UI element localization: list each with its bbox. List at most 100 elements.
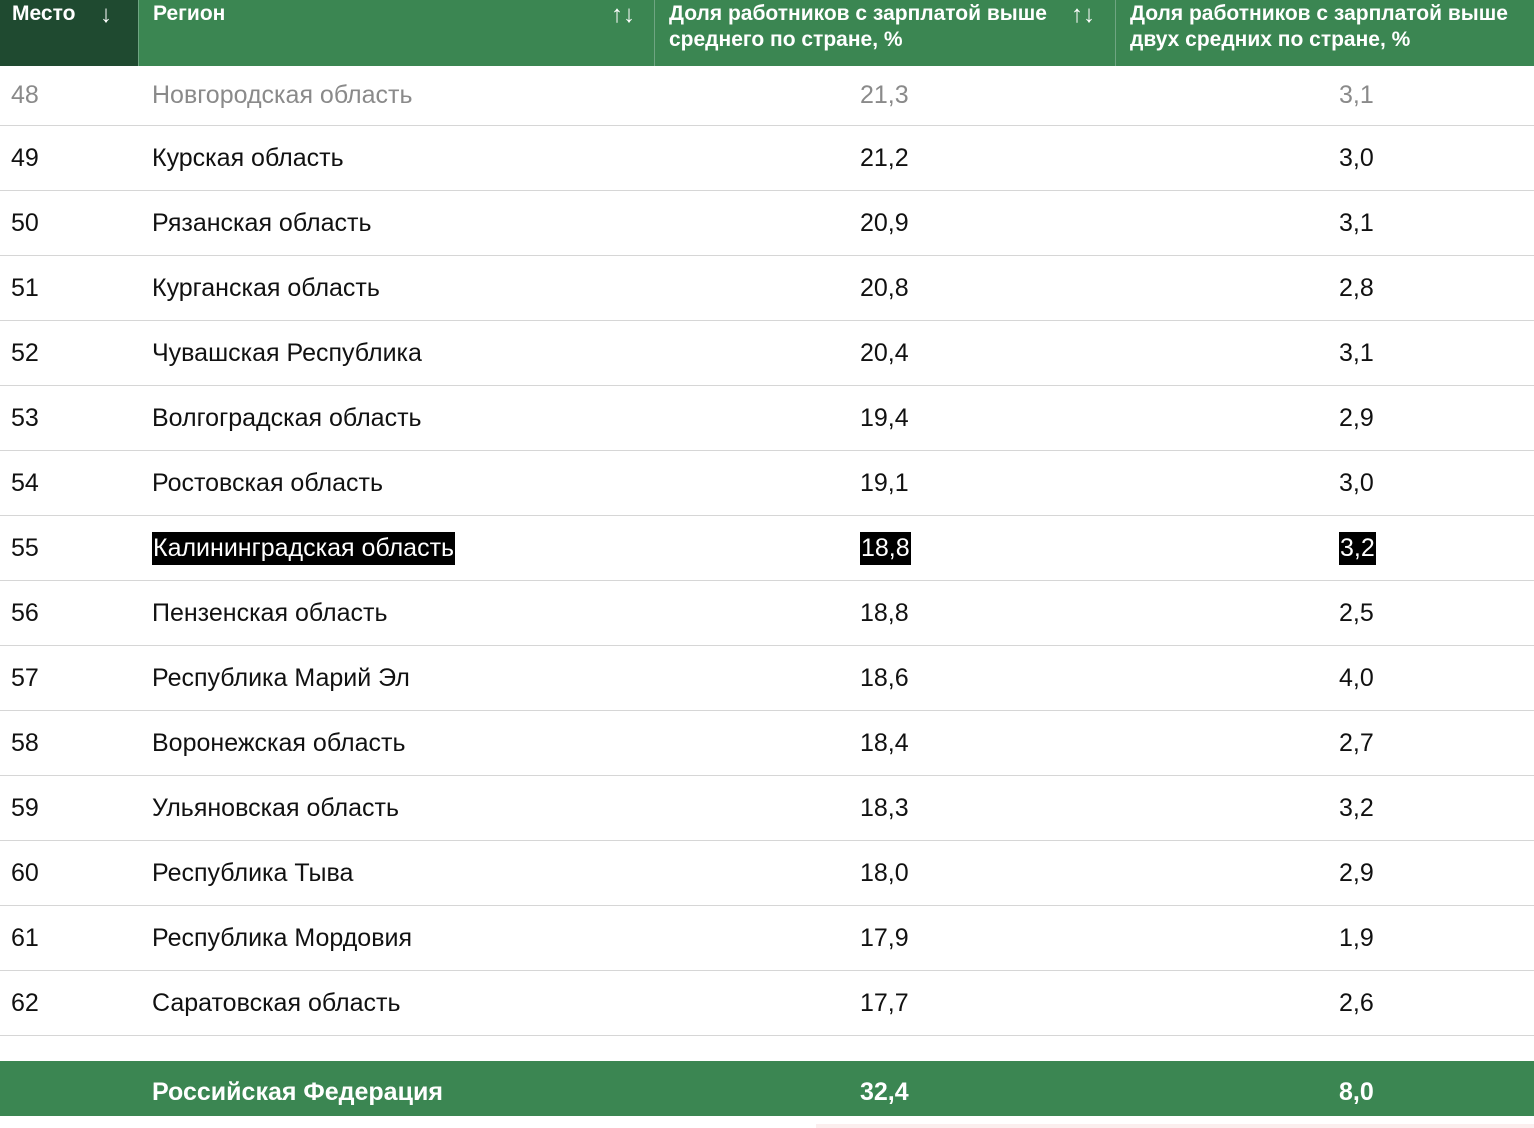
above-avg-cell: 18,8 xyxy=(860,581,909,645)
region-cell-text: Воронежская область xyxy=(152,728,406,757)
region-cell: Воронежская область xyxy=(152,711,405,775)
rank-cell: 52 xyxy=(11,321,39,385)
above-avg-cell-text: 20,9 xyxy=(860,208,909,237)
table-header: Место ↓ Регион ↑↓ Доля работников с зарп… xyxy=(0,0,1534,66)
region-cell: Курганская область xyxy=(152,256,380,320)
region-cell-text: Новгородская область xyxy=(152,81,413,109)
above-double-cell: 1,9 xyxy=(1339,906,1374,970)
region-cell: Калининградская область xyxy=(152,516,456,580)
rank-cell: 54 xyxy=(11,451,39,515)
above-double-cell: 3,0 xyxy=(1339,126,1374,190)
region-cell: Рязанская область xyxy=(152,191,372,255)
rank-cell: 50 xyxy=(11,191,39,255)
table-row: 56 Пензенская область 18,8 2,5 xyxy=(0,581,1534,646)
rank-cell-text: 57 xyxy=(11,663,39,692)
above-double-column-header[interactable]: Доля работников с зарплатой выше двух ср… xyxy=(1115,0,1534,66)
region-cell-text: Республика Тыва xyxy=(152,858,354,887)
rank-cell: 58 xyxy=(11,711,39,775)
above-double-cell: 3,1 xyxy=(1339,191,1374,255)
total-region: Российская Федерация xyxy=(152,1077,443,1106)
region-cell-text: Курская область xyxy=(152,143,344,172)
above-double-cell-text: 2,9 xyxy=(1339,403,1374,432)
table-row: 62 Саратовская область 17,7 2,6 xyxy=(0,971,1534,1036)
rank-cell: 56 xyxy=(11,581,39,645)
above-double-cell-text: 2,5 xyxy=(1339,598,1374,627)
rank-cell-text: 53 xyxy=(11,403,39,432)
rank-header-label: Место xyxy=(12,2,76,25)
rank-cell: 57 xyxy=(11,646,39,710)
rank-cell-text: 55 xyxy=(11,533,39,562)
above-double-cell-text: 4,0 xyxy=(1339,663,1374,692)
table-row: 59 Ульяновская область 18,3 3,2 xyxy=(0,776,1534,841)
region-header-label: Регион xyxy=(153,2,226,25)
table-row: 57 Республика Марий Эл 18,6 4,0 xyxy=(0,646,1534,711)
above-avg-cell-text: 17,7 xyxy=(860,988,909,1017)
region-cell-text: Чувашская Республика xyxy=(152,338,422,367)
region-cell: Ульяновская область xyxy=(152,776,399,840)
table-row: 49 Курская область 21,2 3,0 xyxy=(0,126,1534,191)
above-avg-cell: 18,4 xyxy=(860,711,909,775)
rank-cell: 62 xyxy=(11,971,39,1035)
above-avg-cell-text: 19,4 xyxy=(860,403,909,432)
above-avg-cell: 17,7 xyxy=(860,971,909,1035)
above-double-cell-text: 2,6 xyxy=(1339,988,1374,1017)
region-cell-text: Саратовская область xyxy=(152,988,401,1017)
region-cell: Республика Мордовия xyxy=(152,906,412,970)
total-above-avg: 32,4 xyxy=(860,1077,909,1106)
above-double-cell-text: 3,0 xyxy=(1339,143,1374,172)
sort-descending-icon[interactable]: ↓ xyxy=(100,1,112,28)
region-cell-text: Республика Марий Эл xyxy=(152,663,410,692)
sort-toggle-icon[interactable]: ↑↓ xyxy=(1071,1,1095,28)
region-column-header[interactable]: Регион ↑↓ xyxy=(138,0,654,66)
region-cell: Волгоградская область xyxy=(152,386,422,450)
above-avg-column-header[interactable]: Доля работников с зарплатой выше среднег… xyxy=(654,0,1115,66)
above-double-cell: 3,2 xyxy=(1339,776,1374,840)
above-avg-cell: 20,4 xyxy=(860,321,909,385)
rank-cell-text: 49 xyxy=(11,143,39,172)
rank-cell-text: 51 xyxy=(11,273,39,302)
above-avg-cell-text: 18,3 xyxy=(860,793,909,822)
total-above-double: 8,0 xyxy=(1339,1077,1374,1106)
above-avg-cell-text: 19,1 xyxy=(860,468,909,497)
above-avg-cell: 20,8 xyxy=(860,256,909,320)
above-avg-cell: 18,8 xyxy=(860,516,911,580)
above-double-cell: 3,2 xyxy=(1339,516,1376,580)
above-avg-cell: 17,9 xyxy=(860,906,909,970)
above-avg-cell-text: 20,8 xyxy=(860,273,909,302)
rank-cell-text: 56 xyxy=(11,598,39,627)
region-cell: Саратовская область xyxy=(152,971,401,1035)
region-cell-text: Рязанская область xyxy=(152,208,372,237)
region-cell-text: Волгоградская область xyxy=(152,403,422,432)
table-row: 61 Республика Мордовия 17,9 1,9 xyxy=(0,906,1534,971)
above-avg-header-label: Доля работников с зарплатой выше среднег… xyxy=(669,2,1047,51)
rank-cell-text: 62 xyxy=(11,988,39,1017)
table-row: 58 Воронежская область 18,4 2,7 xyxy=(0,711,1534,776)
table-row: 54 Ростовская область 19,1 3,0 xyxy=(0,451,1534,516)
above-avg-cell-text: 18,6 xyxy=(860,663,909,692)
above-avg-cell: 20,9 xyxy=(860,191,909,255)
rank-column-header[interactable]: Место ↓ xyxy=(0,0,138,66)
table-row: 48 Новгородская область 21,3 3,1 xyxy=(0,66,1534,126)
rank-cell: 51 xyxy=(11,256,39,320)
rank-cell: 55 xyxy=(11,516,39,580)
above-double-cell: 2,6 xyxy=(1339,971,1374,1035)
rank-cell: 59 xyxy=(11,776,39,840)
above-double-cell: 3,1 xyxy=(1339,321,1374,385)
above-avg-cell-text: 18,0 xyxy=(860,858,909,887)
region-cell: Курская область xyxy=(152,126,344,190)
above-avg-cell: 18,6 xyxy=(860,646,909,710)
region-cell-text: Курганская область xyxy=(152,273,380,302)
region-cell-text: Ульяновская область xyxy=(152,793,400,822)
rank-cell: 60 xyxy=(11,841,39,905)
rank-cell: 49 xyxy=(11,126,39,190)
table-row: 53 Волгоградская область 19,4 2,9 xyxy=(0,386,1534,451)
above-double-cell: 4,0 xyxy=(1339,646,1374,710)
sort-toggle-icon[interactable]: ↑↓ xyxy=(611,1,635,28)
above-double-cell-text: 1,9 xyxy=(1339,923,1374,952)
table-row: 55 Калининградская область 18,8 3,2 xyxy=(0,516,1534,581)
rank-cell-text: 59 xyxy=(11,793,39,822)
above-double-cell: 2,9 xyxy=(1339,386,1374,450)
above-double-cell: 3,1 xyxy=(1339,66,1374,125)
total-row: Российская Федерация 32,4 8,0 xyxy=(0,1061,1534,1116)
region-cell: Республика Тыва xyxy=(152,841,353,905)
